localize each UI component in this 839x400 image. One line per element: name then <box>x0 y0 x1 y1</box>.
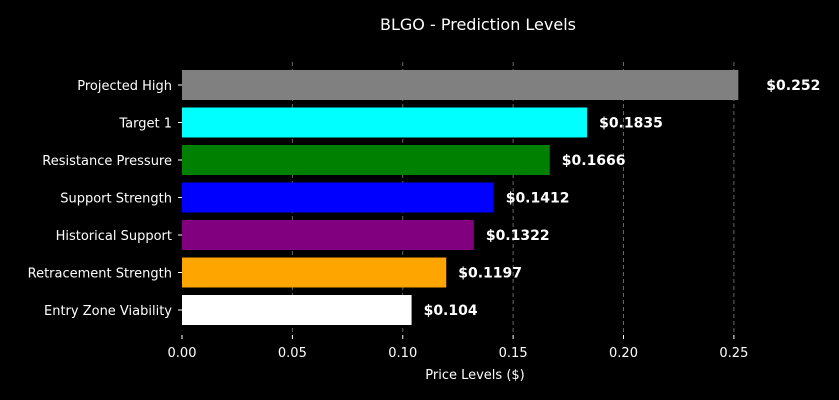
y-tick-label: Historical Support <box>56 229 172 244</box>
value-label: $0.1666 <box>562 153 626 169</box>
bar <box>182 182 494 213</box>
bar <box>182 70 739 100</box>
bar <box>182 107 588 138</box>
x-tick-label: 0.05 <box>278 346 307 361</box>
y-tick-labels: Entry Zone Viability Retracement Strength… <box>28 79 182 319</box>
chart-title: BLGO - Prediction Levels <box>380 15 576 34</box>
value-labels: $0.104 $0.1197 $0.1322 $0.1412 $0.1666 $0.183… <box>424 78 821 319</box>
y-tick-label: Retracement Strength <box>28 267 172 282</box>
y-tick-label: Entry Zone Viability <box>44 304 172 319</box>
bar <box>182 145 550 175</box>
x-ticks: 0.00 0.05 0.10 0.15 0.20 0.25 <box>168 335 748 361</box>
value-label: $0.104 <box>424 303 478 319</box>
bar <box>182 295 412 325</box>
y-tick-label: Target 1 <box>118 117 172 132</box>
y-tick-label: Projected High <box>77 79 172 94</box>
x-tick-label: 0.00 <box>168 346 197 361</box>
value-label: $0.1197 <box>458 266 522 282</box>
bars <box>182 70 739 325</box>
x-axis-label: Price Levels ($) <box>425 368 524 383</box>
x-tick-label: 0.10 <box>388 346 417 361</box>
x-tick-label: 0.25 <box>719 346 748 361</box>
bar <box>182 220 474 250</box>
value-label: $0.1412 <box>506 191 570 207</box>
y-tick-label: Support Strength <box>60 192 172 207</box>
x-tick-label: 0.20 <box>609 346 638 361</box>
value-label: $0.252 <box>766 78 820 94</box>
y-tick-label: Resistance Pressure <box>42 154 172 169</box>
value-label: $0.1835 <box>599 116 663 132</box>
value-label: $0.1322 <box>486 228 550 244</box>
x-tick-label: 0.15 <box>499 346 528 361</box>
bar <box>182 257 447 288</box>
